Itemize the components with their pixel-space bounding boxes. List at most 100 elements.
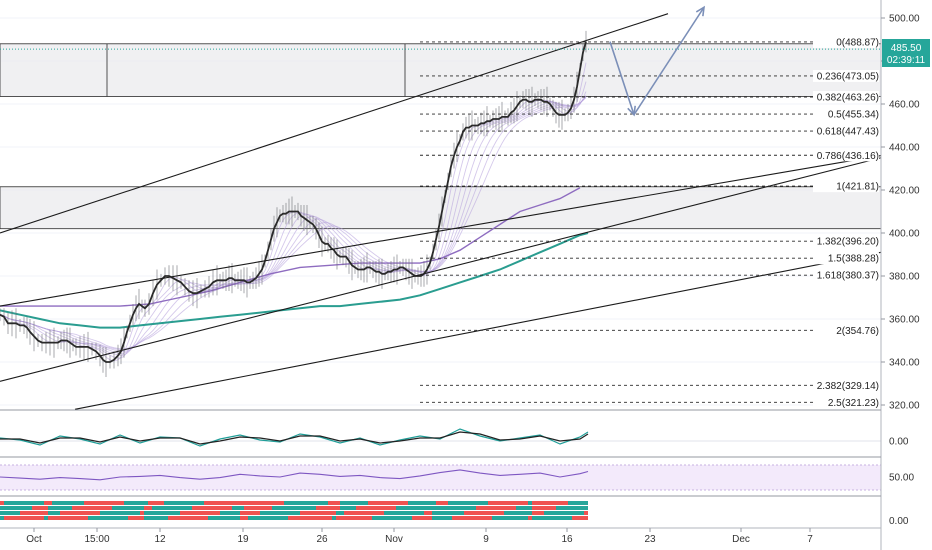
heatmap-cell [108,516,112,520]
heatmap-cell [504,511,508,515]
rsi-tick-label: 50.00 [889,473,914,484]
heatmap-cell [432,511,436,515]
heatmap-cell [148,506,152,510]
rsi-pane: 50.00 [0,464,914,491]
heatmap-cell [448,516,452,520]
heatmap-cell [360,506,364,510]
heatmap-cell [528,501,532,505]
heatmap-cell [360,511,364,515]
heatmap-cell [412,516,416,520]
heatmap-cell [152,506,156,510]
heatmap-cell [404,516,408,520]
heatmap-cell [340,506,344,510]
heatmap-cell [492,516,496,520]
heatmap-cell [564,511,568,515]
heatmap-cell [420,506,424,510]
heatmap-cell [204,516,208,520]
heatmap-cell [476,501,480,505]
heatmap-cell [520,516,524,520]
heatmap-cell [64,501,68,505]
heatmap-cell [92,511,96,515]
heatmap-cell [304,516,308,520]
heatmap-cell [552,501,556,505]
heatmap-cell [248,516,252,520]
x-tick-label: Dec [732,534,750,545]
heatmap-cell [300,501,304,505]
trend-channels[interactable] [0,13,882,410]
heatmap-cell [280,516,284,520]
heatmap-cell [188,501,192,505]
heatmap-cell [132,516,136,520]
heatmap-cell [164,506,168,510]
heatmap-cell [176,516,180,520]
heatmap-cell [20,501,24,505]
heatmap-cell [200,511,204,515]
heatmap-cell [244,501,248,505]
heatmap-cell [364,511,368,515]
heatmap-cell [444,501,448,505]
projection-arrowhead [695,5,706,17]
heatmap-cell [76,516,80,520]
time-axis-ticks[interactable]: Oct 15:00 12 19 26 Nov 9 16 23 Dec 7 [26,528,813,545]
heatmap-cell [116,516,120,520]
heatmap-cell [268,506,272,510]
heatmap-cell [516,516,520,520]
heatmap-cell [428,501,432,505]
y-tick-label: 500.00 [889,14,920,25]
heatmap-cell [304,511,308,515]
heatmap-cell [280,501,284,505]
heatmap-cell [88,506,92,510]
heatmap-cell [156,506,160,510]
heatmap-cell [104,516,108,520]
heatmap-cell [40,516,44,520]
heatmap-cell [320,516,324,520]
heatmap-cell [188,506,192,510]
heatmap-cell [356,511,360,515]
heatmap-cell [536,506,540,510]
channel-lower-bottom[interactable] [74,251,882,410]
heatmap-cell [412,501,416,505]
heatmap-cell [248,506,252,510]
heatmap-cell [368,506,372,510]
heatmap-cell [500,511,504,515]
heatmap-cell [440,511,444,515]
channel-upper-top[interactable] [0,13,669,234]
x-tick-label: 12 [154,534,166,545]
heatmap-cell [276,506,280,510]
heatmap-cell [460,501,464,505]
heatmap-cell [264,511,268,515]
projection-arrows[interactable] [609,5,706,117]
heatmap-cell [556,501,560,505]
heatmap-cell [104,506,108,510]
heatmap-cell [208,506,212,510]
projection-segment[interactable] [609,41,635,115]
heatmap-cell [124,516,128,520]
fib-label: 0.786(436.16) [817,151,879,162]
heatmap-cell [564,506,568,510]
heatmap-cell [80,511,84,515]
x-tick-label: 16 [561,534,573,545]
fib-label: 2(354.76) [836,326,879,337]
fibonacci-levels[interactable]: 0(488.87) 0.236(473.05) 0.382(463.26) 0.5(4… [0,35,881,409]
channel-upper-bottom[interactable] [0,155,882,307]
heatmap-cell [572,506,576,510]
heatmap-cell [348,516,352,520]
heatmap-cell [440,501,444,505]
fib-label-bg [813,269,879,282]
heatmap-cell [148,516,152,520]
heatmap-cell [412,511,416,515]
heatmap-cell [148,511,152,515]
heatmap-cell [184,501,188,505]
heatmap-cell [28,501,32,505]
zone-top[interactable] [0,43,882,97]
heatmap-cell [156,501,160,505]
heatmap-cell [224,501,228,505]
heatmap-cell [340,501,344,505]
channel-lower-top[interactable] [0,157,882,382]
heatmap-cell [424,501,428,505]
heatmap-cell [80,506,84,510]
heatmap-cell [460,516,464,520]
heatmap-cell [504,516,508,520]
projection-segment[interactable] [633,6,705,116]
